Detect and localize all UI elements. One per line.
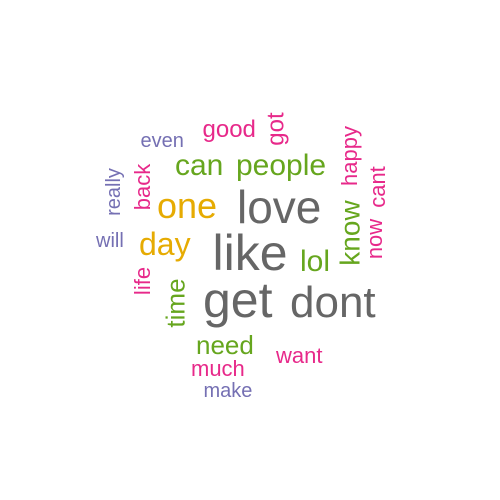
- word-life: life: [130, 266, 156, 296]
- word-time: time: [160, 278, 191, 328]
- word-like: like: [212, 225, 288, 281]
- word-happy: happy: [336, 126, 362, 186]
- word-cant: cant: [364, 166, 390, 208]
- word-people: people: [236, 149, 327, 182]
- word-get: get: [203, 272, 273, 328]
- word-even: even: [140, 130, 184, 152]
- word-really: really: [102, 168, 125, 216]
- word-back: back: [130, 163, 156, 211]
- word-love: love: [237, 181, 322, 233]
- word-one: one: [157, 185, 218, 226]
- word-lol: lol: [300, 245, 331, 278]
- word-good: good: [202, 116, 256, 143]
- word-much: much: [191, 356, 245, 381]
- word-now: now: [362, 218, 388, 260]
- word-want: want: [276, 343, 323, 368]
- word-dont: dont: [290, 278, 376, 327]
- word-will: will: [96, 230, 124, 252]
- word-make: make: [203, 380, 253, 402]
- word-got: got: [262, 112, 290, 146]
- word-need: need: [196, 330, 254, 360]
- word-know: know: [334, 200, 366, 266]
- word-day: day: [139, 226, 191, 262]
- word-can: can: [175, 149, 224, 182]
